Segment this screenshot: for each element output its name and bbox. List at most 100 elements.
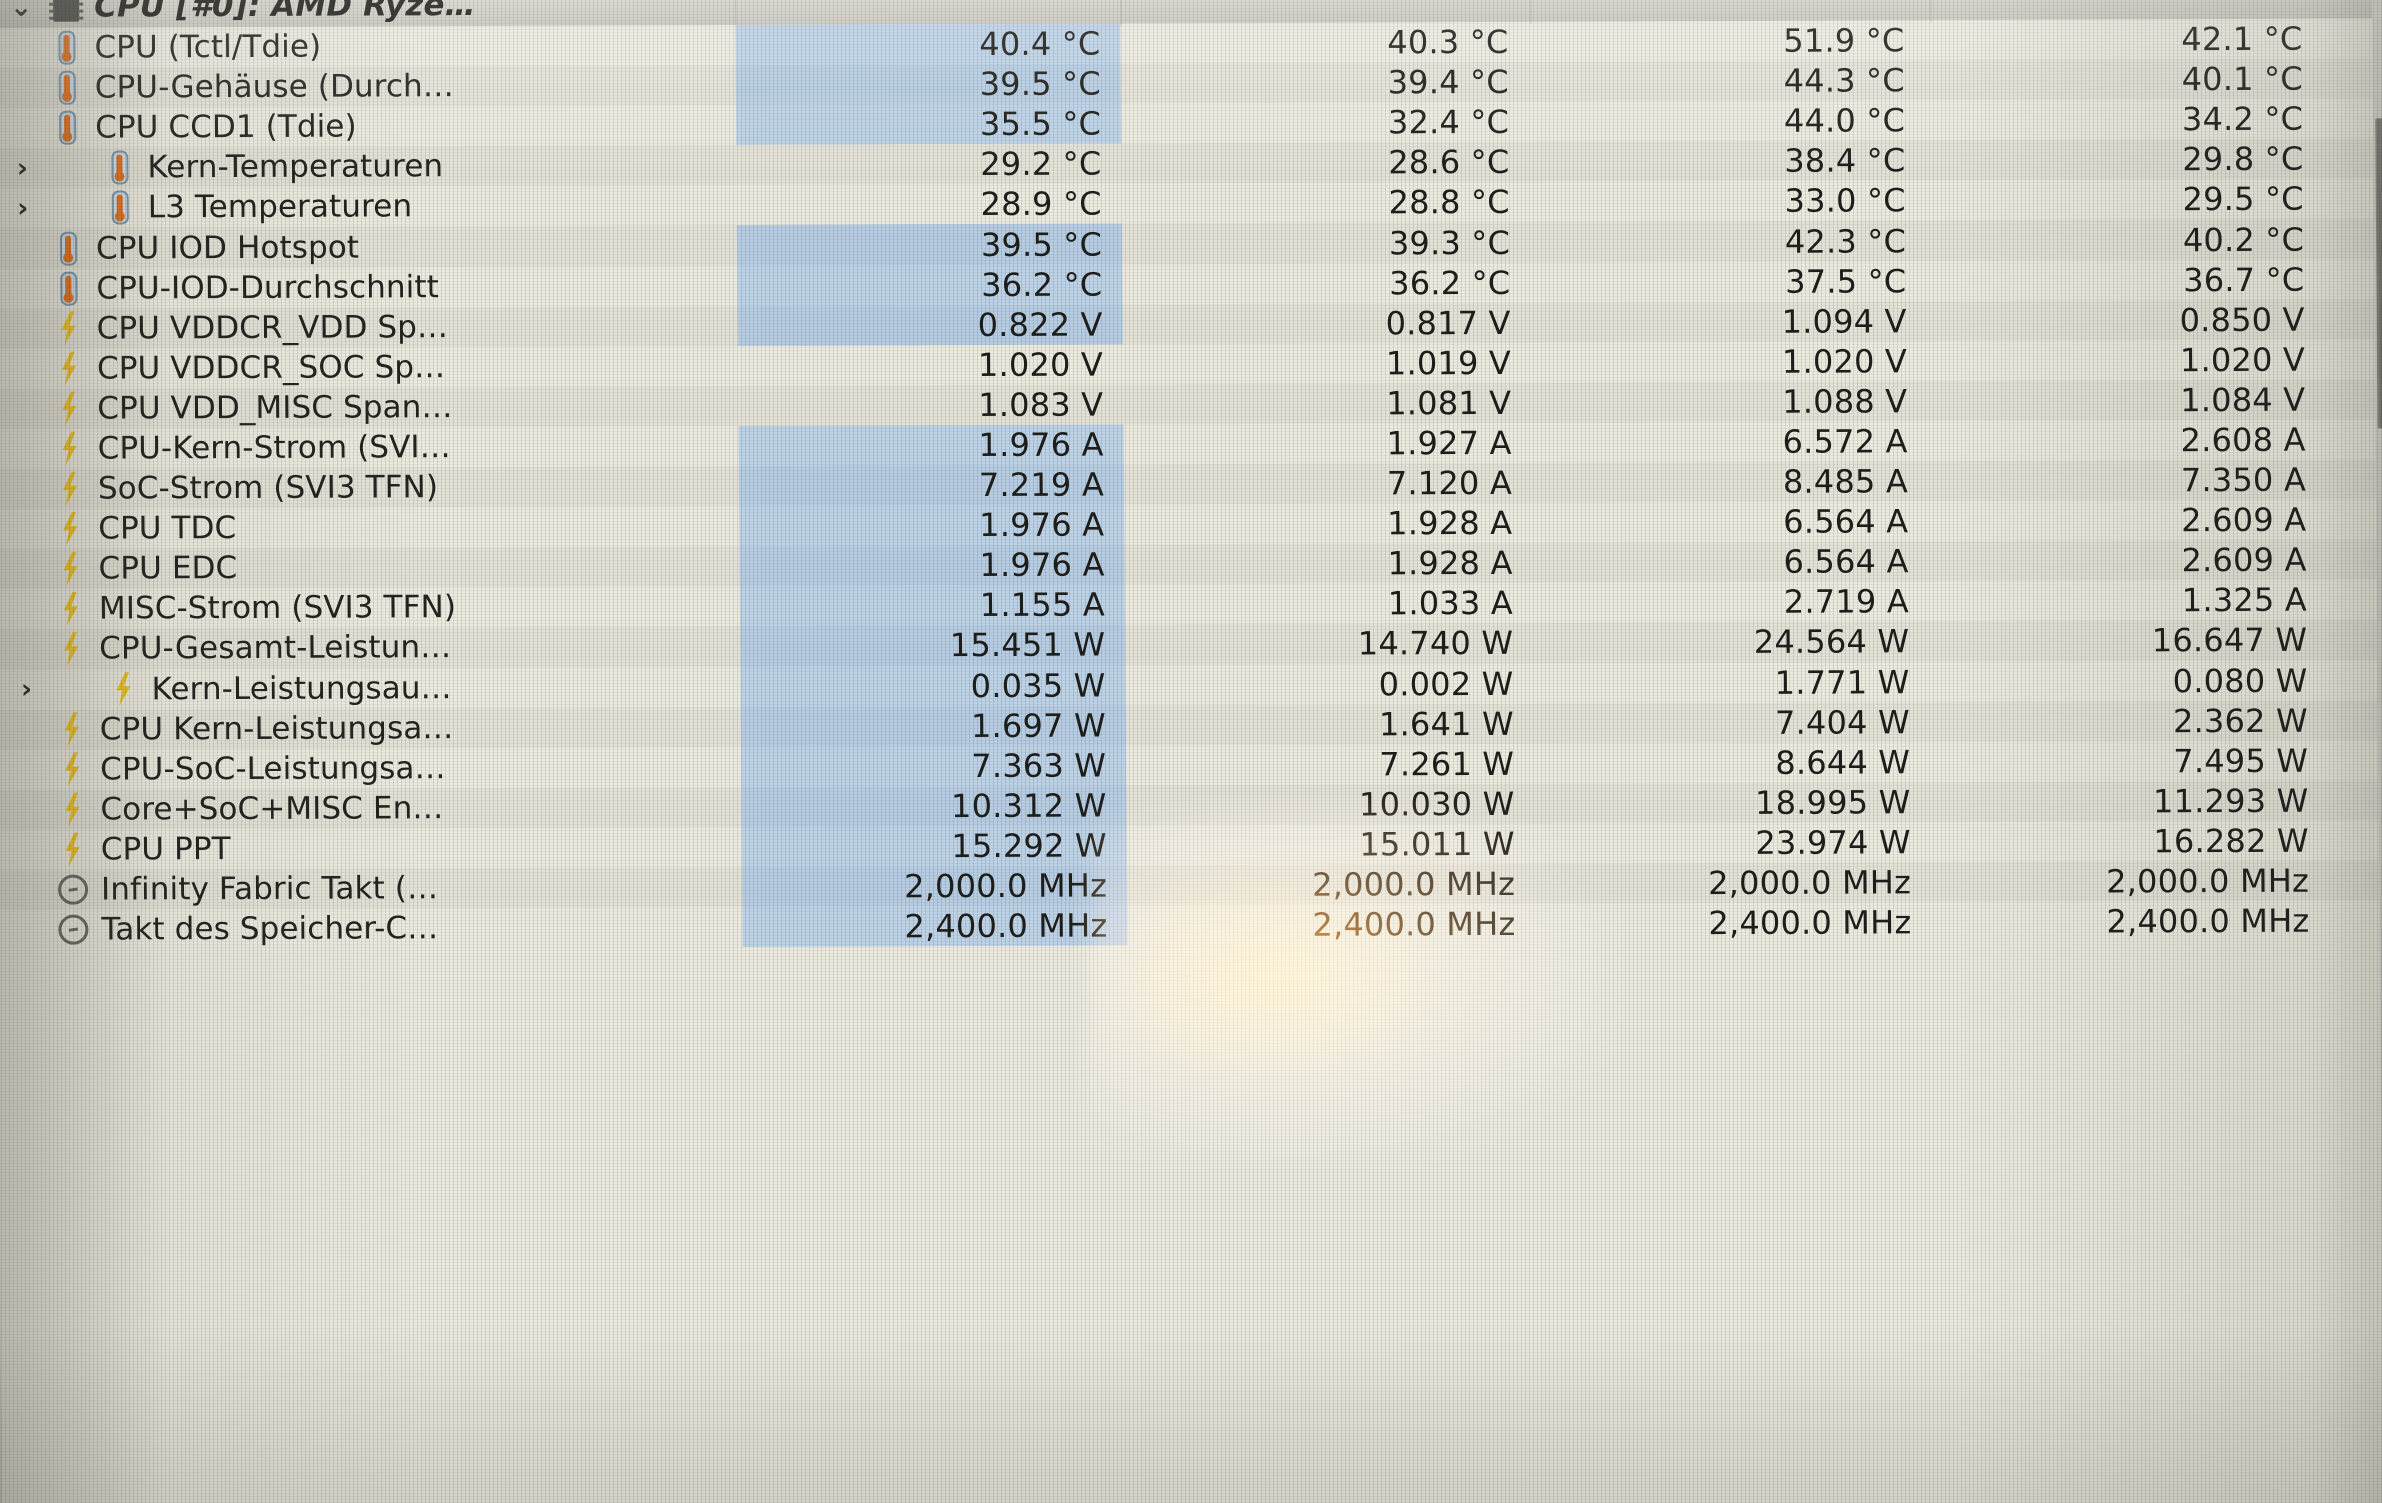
sensor-label-cell[interactable]: CPU EDC (0, 546, 740, 589)
sensor-minimum-value: 32.4 °C (1387, 103, 1510, 142)
sensor-maximum-value: 42.3 °C (1784, 221, 1907, 261)
sensor-label: CPU-Kern-Strom (SVI… (97, 429, 451, 467)
sensor-maximum-value: 7.404 W (1774, 702, 1910, 742)
bolt-icon (51, 833, 95, 867)
chevron-right-icon[interactable]: › (20, 673, 33, 705)
sensor-label: CPU EDC (98, 550, 238, 587)
sensor-label-cell[interactable]: CPU VDDCR_SOC Sp… (0, 346, 738, 389)
sensor-current-value: 35.5 °C (735, 103, 1122, 146)
sensor-maximum-value: 8.485 A (1782, 462, 1909, 501)
scrollbar-thumb[interactable] (2375, 118, 2382, 429)
column-separator[interactable] (1529, 0, 1532, 24)
sensor-average-value: 1.325 A (2181, 581, 2308, 620)
sensor-current-value: 40.4 °C (735, 23, 1121, 66)
bolt-icon (50, 752, 94, 786)
thermometer-icon (45, 70, 89, 105)
clock-icon (51, 874, 95, 905)
chevron-right-icon[interactable]: › (17, 192, 29, 224)
sensor-label: CPU-Gehäuse (Durch… (94, 68, 455, 106)
sensor-minimum-value: 0.002 W (1378, 664, 1514, 703)
bolt-icon (48, 512, 92, 546)
column-separator[interactable] (1119, 0, 1122, 26)
sensor-current-value: 39.5 °C (736, 223, 1123, 266)
column-separator[interactable] (1929, 0, 1932, 23)
sensor-current-value: 1.020 V (977, 345, 1104, 384)
sensor-label-cell[interactable]: CPU-Gehäuse (Durch… (0, 65, 736, 108)
sensor-average-value: 2,400.0 MHz (2106, 901, 2310, 941)
group-label-cell[interactable]: ⌄ CPU [#0]: AMD Ryze… (0, 0, 735, 28)
sensor-minimum-value: 7.261 W (1379, 744, 1515, 784)
sensor-label-cell[interactable]: › Kern-Leistungsau… (0, 666, 741, 709)
bolt-icon (47, 391, 91, 425)
sensor-minimum-value: 10.030 W (1358, 784, 1515, 824)
sensor-minimum-value: 0.817 V (1385, 303, 1511, 343)
sensor-minimum-value: 1.019 V (1385, 343, 1512, 383)
sensor-current-value: 1.083 V (978, 385, 1104, 424)
sensor-label: Takt des Speicher-C… (101, 910, 439, 948)
sensor-minimum-value: 1.928 A (1387, 504, 1513, 543)
sensor-minimum-value: 1.927 A (1386, 423, 1512, 463)
sensor-minimum-value: 40.3 °C (1387, 22, 1509, 62)
sensor-average-value: 40.1 °C (2181, 59, 2303, 99)
sensor-maximum-value: 1.020 V (1781, 342, 1908, 381)
sensor-label-cell[interactable]: CPU PPT (0, 827, 742, 870)
sensor-average-value: 16.647 W (2151, 621, 2308, 660)
chevron-down-icon[interactable]: ⌄ (9, 0, 33, 23)
sensor-label: CPU VDDCR_SOC Sp… (96, 348, 446, 387)
group-average-cell (1930, 0, 2330, 20)
sensor-label-cell[interactable]: › L3 Temperaturen (0, 185, 737, 228)
sensor-average-value: 0.080 W (2172, 661, 2308, 700)
sensor-minimum-value: 1.081 V (1386, 383, 1512, 423)
sensor-maximum-value: 2,400.0 MHz (1708, 903, 1912, 943)
sensor-average-value: 16.282 W (2153, 821, 2309, 861)
sensor-label-cell[interactable]: CPU VDDCR_VDD Sp… (0, 306, 738, 349)
bolt-icon (49, 632, 93, 666)
sensor-label-cell[interactable]: Takt des Speicher-C… (0, 907, 743, 950)
sensor-average-value: 36.7 °C (2183, 260, 2305, 299)
sensor-label-cell[interactable]: Core+SoC+MISC En… (0, 787, 742, 830)
sensor-average-value: 1.084 V (2180, 380, 2306, 420)
sensor-average-value: 11.293 W (2152, 781, 2309, 821)
sensor-label-cell[interactable]: CPU-IOD-Durchschnitt (0, 266, 738, 309)
sensor-label-cell[interactable]: CPU-Kern-Strom (SVI… (0, 426, 739, 469)
sensor-label-cell[interactable]: Infinity Fabric Takt (… (0, 867, 742, 910)
sensor-label: CPU PPT (100, 830, 231, 868)
sensor-label: Infinity Fabric Takt (… (100, 870, 439, 908)
sensor-label-cell[interactable]: MISC-Strom (SVI3 TFN) (0, 586, 740, 629)
sensor-label-cell[interactable]: CPU TDC (0, 506, 739, 549)
chevron-right-icon[interactable]: › (16, 152, 29, 184)
sensor-maximum-value: 44.3 °C (1783, 61, 1905, 100)
sensor-label-cell[interactable]: CPU VDD_MISC Span… (0, 386, 738, 429)
sensor-label-cell[interactable]: CPU-Gesamt-Leistun… (0, 626, 740, 669)
sensor-label-cell[interactable]: CPU IOD Hotspot (0, 225, 737, 268)
sensor-label-cell[interactable]: CPU-SoC-Leistungsa… (0, 747, 741, 790)
sensor-minimum-value: 1.641 W (1378, 704, 1514, 744)
sensor-minimum-value: 39.4 °C (1387, 63, 1509, 102)
sensor-rows-container: CPU (Tctl/Tdie) 40.4 °C 40.3 °C 51.9 °C 42.1… (0, 18, 2380, 950)
sensor-current-value: 1.976 A (739, 504, 1125, 547)
bolt-icon (48, 432, 92, 466)
sensor-label-cell[interactable]: SoC-Strom (SVI3 TFN) (0, 466, 739, 509)
sensor-label-cell[interactable]: › Kern-Temperaturen (0, 145, 737, 188)
sensor-label: CPU-Gesamt-Leistun… (99, 629, 452, 668)
sensor-minimum-value: 1.033 A (1387, 584, 1514, 623)
sensor-maximum-value: 2,000.0 MHz (1707, 863, 1912, 903)
sensor-label: CPU TDC (98, 510, 237, 547)
sensor-minimum-value: 2,400.0 MHz (1312, 904, 1516, 944)
sensor-label: CPU VDDCR_VDD Sp… (96, 308, 449, 347)
thermometer-icon (97, 150, 141, 185)
sensor-label: CPU VDD_MISC Span… (97, 389, 453, 427)
sensor-label: L3 Temperaturen (147, 188, 413, 226)
sensor-label-cell[interactable]: CPU (Tctl/Tdie) (0, 25, 736, 68)
bolt-icon (49, 592, 93, 626)
sensor-label: Core+SoC+MISC En… (100, 790, 444, 828)
sensor-average-value: 7.350 A (2180, 460, 2307, 500)
sensor-label: CPU-SoC-Leistungsa… (100, 749, 446, 788)
sensor-label-cell[interactable]: CPU Kern-Leistungsa… (0, 707, 741, 750)
table-row[interactable]: Takt des Speicher-C… 2,400.0 MHz 2,400.0 M… (0, 900, 2380, 950)
sensor-maximum-value: 6.572 A (1782, 422, 1908, 461)
sensor-average-value: 2,000.0 MHz (2105, 861, 2310, 901)
sensor-label-cell[interactable]: CPU CCD1 (Tdie) (0, 105, 736, 148)
column-separator[interactable] (734, 0, 737, 28)
